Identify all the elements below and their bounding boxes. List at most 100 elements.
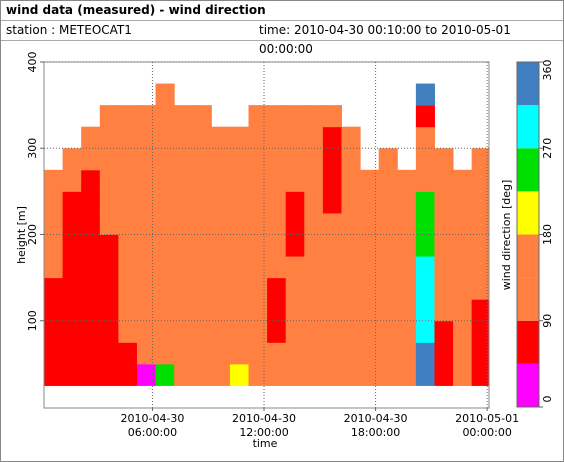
cell <box>415 126 435 149</box>
cell <box>434 299 454 322</box>
cell <box>62 320 82 343</box>
cell <box>285 299 305 322</box>
cell <box>415 299 435 322</box>
cell <box>155 126 175 149</box>
y-tick-label: 100 <box>26 310 39 331</box>
cell <box>434 277 454 300</box>
cell <box>434 148 454 171</box>
cell <box>304 277 324 300</box>
cell <box>99 234 119 257</box>
cell <box>322 105 342 128</box>
cell <box>341 126 361 149</box>
cell <box>434 212 454 235</box>
cell <box>360 169 380 192</box>
cell <box>192 277 212 300</box>
cell <box>248 277 268 300</box>
cell <box>99 148 119 171</box>
cell <box>304 148 324 171</box>
cell <box>62 169 82 192</box>
cell <box>267 363 287 386</box>
cell <box>285 191 305 214</box>
cell <box>136 148 157 171</box>
cell <box>136 363 157 386</box>
cell <box>174 299 194 322</box>
cell <box>174 212 194 235</box>
cell <box>174 148 194 171</box>
cell <box>174 363 194 386</box>
cell <box>99 126 119 149</box>
cell <box>81 277 101 300</box>
cell <box>136 320 157 343</box>
y-tick-label: 400 <box>26 52 39 73</box>
cell <box>415 234 435 257</box>
cell <box>304 256 324 279</box>
cell <box>285 169 305 192</box>
cell <box>229 148 250 171</box>
cell <box>81 191 101 214</box>
cell <box>248 234 268 257</box>
cell <box>44 277 64 300</box>
cell <box>453 191 473 214</box>
cell <box>118 256 138 279</box>
cell <box>136 234 157 257</box>
cell <box>211 320 231 343</box>
cell <box>285 234 305 257</box>
cell <box>453 234 473 257</box>
cell <box>136 212 157 235</box>
cell <box>99 277 119 300</box>
cell <box>285 363 305 386</box>
cell <box>248 148 268 171</box>
cell <box>397 169 417 192</box>
title: wind data (measured) - wind direction <box>6 3 266 17</box>
colorbar-band <box>517 191 539 235</box>
cell <box>229 320 250 343</box>
cell <box>81 299 101 322</box>
cell <box>118 320 138 343</box>
cell <box>397 212 417 235</box>
cell <box>211 212 231 235</box>
cell <box>434 342 454 365</box>
cell <box>397 299 417 322</box>
cell <box>378 191 398 214</box>
cell <box>136 191 157 214</box>
cell <box>453 212 473 235</box>
cell <box>322 148 342 171</box>
cell <box>99 191 119 214</box>
cell <box>118 169 138 192</box>
x-tick-label: 2010-04-30 06:00:00 <box>120 412 185 439</box>
colorbar-band <box>517 234 539 278</box>
cell <box>322 191 342 214</box>
cell <box>62 363 82 386</box>
cell <box>118 191 138 214</box>
cell <box>81 234 101 257</box>
cell <box>155 320 175 343</box>
cell <box>453 363 473 386</box>
cell <box>136 277 157 300</box>
cell <box>248 191 268 214</box>
cell <box>341 212 361 235</box>
cell <box>322 320 342 343</box>
cell <box>341 277 361 300</box>
cell <box>471 299 489 322</box>
cell <box>248 105 268 128</box>
y-axis-label: height [m] <box>15 206 28 264</box>
cell <box>397 191 417 214</box>
cell <box>155 234 175 257</box>
cell <box>44 234 64 257</box>
cell <box>118 234 138 257</box>
colorbar-band <box>517 363 539 407</box>
cell <box>136 105 157 128</box>
cell <box>229 256 250 279</box>
cell <box>378 363 398 386</box>
cell <box>136 256 157 279</box>
cell <box>471 169 489 192</box>
cell <box>155 256 175 279</box>
cell <box>267 148 287 171</box>
cell <box>471 148 489 171</box>
cell <box>44 191 64 214</box>
cell <box>174 234 194 257</box>
cell <box>155 212 175 235</box>
cell <box>62 277 82 300</box>
cell <box>118 342 138 365</box>
